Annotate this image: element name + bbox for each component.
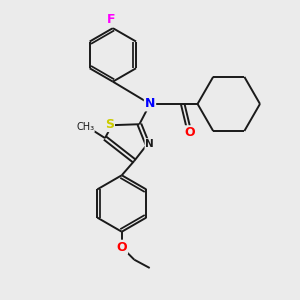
Text: O: O [116,241,127,254]
Text: F: F [107,13,116,26]
Text: N: N [146,139,154,149]
Text: CH₃: CH₃ [76,122,94,132]
Text: N: N [145,98,155,110]
Text: O: O [184,126,195,139]
Text: S: S [105,118,114,131]
